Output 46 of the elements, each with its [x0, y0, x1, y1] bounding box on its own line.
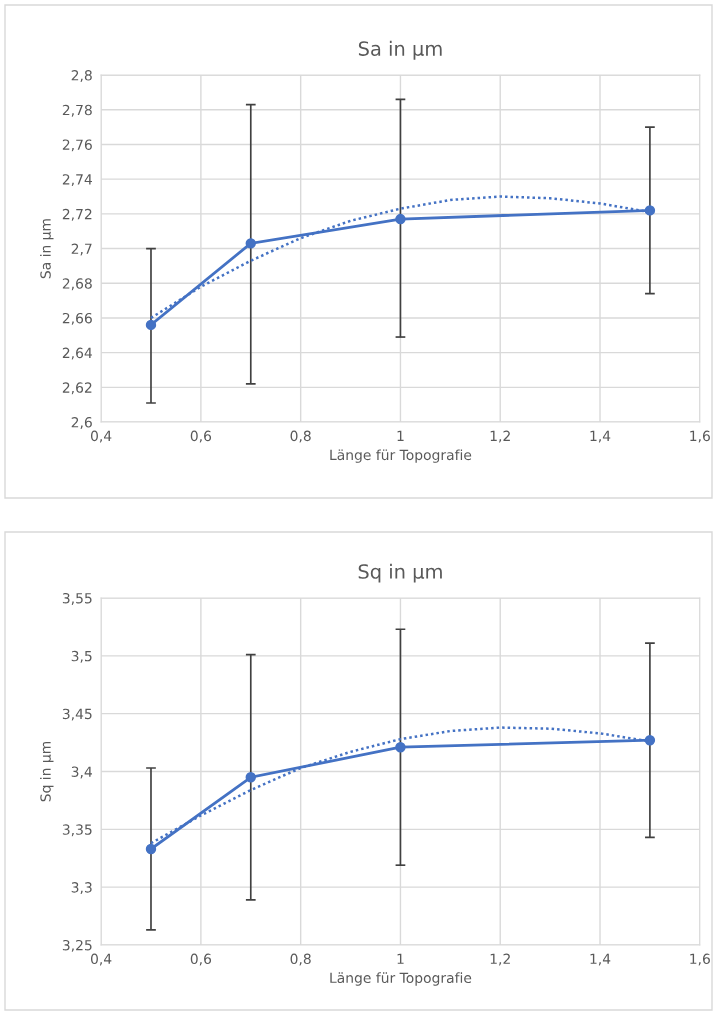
- x-tick-label: 1,6: [690, 430, 710, 443]
- y-tick-label: 3,5: [71, 650, 92, 663]
- point: [145, 843, 157, 855]
- x-tick-label: 0,6: [190, 430, 212, 443]
- y-tick-label: 3,4: [71, 766, 92, 779]
- point: [644, 205, 656, 216]
- y-tick-label: 2,76: [62, 139, 92, 152]
- y-tick-label: 2,7: [71, 243, 92, 256]
- y-tick-label: 3,55: [62, 592, 92, 605]
- y-axis-title: Sa in µm: [40, 219, 54, 279]
- y-tick-label: 2,64: [62, 347, 92, 360]
- y-tick-label: 2,74: [62, 174, 92, 187]
- chart-title: Sq in µm: [358, 563, 442, 583]
- y-tick-label: 3,45: [62, 708, 92, 721]
- x-tick-label: 0,4: [90, 953, 112, 966]
- x-tick-label: 1,2: [490, 953, 510, 966]
- point: [245, 772, 256, 783]
- x-tick-label: 1,6: [690, 953, 710, 966]
- x-tick-label: 0,6: [190, 953, 212, 966]
- y-tick-label: 3,3: [71, 882, 92, 895]
- y-axis-title: Sq in µm: [40, 741, 54, 802]
- point: [644, 735, 656, 746]
- x-tick-label: 1,2: [490, 430, 510, 443]
- y-tick-label: 2,8: [71, 70, 92, 82]
- x-tick-label: 1,4: [590, 430, 611, 443]
- point: [245, 238, 256, 249]
- x-tick-label: 1: [397, 953, 404, 964]
- y-tick-label: 3,35: [62, 824, 92, 837]
- x-axis-title: Länge für Topografie: [330, 972, 472, 986]
- y-tick-label: 3,25: [62, 939, 92, 952]
- y-tick-label: 2,72: [62, 208, 92, 221]
- x-tick-label: 0,4: [90, 430, 112, 443]
- x-tick-label: 0,8: [290, 953, 311, 966]
- chart-title: Sa in µm: [358, 40, 442, 60]
- y-tick-label: 2,68: [62, 278, 92, 291]
- y-tick-label: 2,78: [62, 104, 92, 117]
- x-tick-label: 1,4: [590, 953, 611, 966]
- point: [145, 319, 157, 331]
- y-tick-label: 2,66: [62, 312, 92, 325]
- point: [395, 742, 406, 753]
- point: [395, 213, 406, 225]
- x-tick-label: 0,8: [290, 430, 311, 443]
- y-tick-label: 2,62: [62, 382, 92, 395]
- x-axis-title: Länge für Topografie: [330, 449, 472, 463]
- y-tick-label: 2,6: [71, 417, 92, 429]
- x-tick-label: 1: [397, 430, 404, 441]
